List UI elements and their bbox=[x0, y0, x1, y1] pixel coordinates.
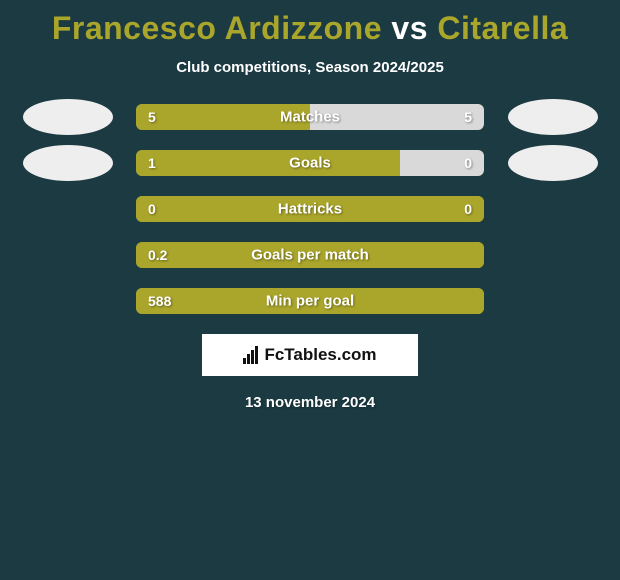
stat-row: 588 Min per goal bbox=[0, 288, 620, 314]
stat-value-left: 1 bbox=[148, 155, 156, 171]
avatar-slot-right bbox=[500, 99, 620, 135]
stat-bar: 588 Min per goal bbox=[136, 288, 484, 314]
stat-bar-left-fill bbox=[136, 150, 400, 176]
stat-bar: 5 5 Matches bbox=[136, 104, 484, 130]
stats-chart: 5 5 Matches 1 0 Goals 0 0 Hattricks 0.2 Goals per … bbox=[0, 104, 620, 314]
branding-text: FcTables.com bbox=[264, 345, 376, 365]
stat-value-left: 0 bbox=[148, 201, 156, 217]
stat-label: Hattricks bbox=[278, 201, 342, 218]
player-avatar-left bbox=[23, 145, 113, 181]
title-player2: Citarella bbox=[437, 10, 568, 46]
stat-row: 1 0 Goals bbox=[0, 150, 620, 176]
bar-chart-icon bbox=[243, 346, 258, 364]
stat-value-left: 5 bbox=[148, 109, 156, 125]
stat-value-right: 5 bbox=[464, 109, 472, 125]
stat-label: Matches bbox=[280, 109, 340, 126]
stat-value-right: 0 bbox=[464, 201, 472, 217]
stat-value-right: 0 bbox=[464, 155, 472, 171]
avatar-slot-left bbox=[0, 99, 120, 135]
subtitle: Club competitions, Season 2024/2025 bbox=[0, 59, 620, 76]
title-vs: vs bbox=[391, 10, 428, 46]
title-player1: Francesco Ardizzone bbox=[52, 10, 382, 46]
date-label: 13 november 2024 bbox=[0, 394, 620, 411]
player-avatar-right bbox=[508, 99, 598, 135]
player-avatar-left bbox=[23, 99, 113, 135]
avatar-slot-right bbox=[500, 145, 620, 181]
stat-label: Goals per match bbox=[251, 247, 369, 264]
branding-badge: FcTables.com bbox=[202, 334, 418, 376]
stat-value-left: 588 bbox=[148, 293, 171, 309]
stat-bar: 0.2 Goals per match bbox=[136, 242, 484, 268]
stat-value-left: 0.2 bbox=[148, 247, 167, 263]
avatar-slot-left bbox=[0, 145, 120, 181]
stat-bar: 1 0 Goals bbox=[136, 150, 484, 176]
stat-row: 5 5 Matches bbox=[0, 104, 620, 130]
player-avatar-right bbox=[508, 145, 598, 181]
stat-bar: 0 0 Hattricks bbox=[136, 196, 484, 222]
stat-label: Goals bbox=[289, 155, 331, 172]
comparison-infographic: Francesco Ardizzone vs Citarella Club co… bbox=[0, 0, 620, 580]
stat-row: 0 0 Hattricks bbox=[0, 196, 620, 222]
page-title: Francesco Ardizzone vs Citarella bbox=[0, 0, 620, 47]
stat-row: 0.2 Goals per match bbox=[0, 242, 620, 268]
stat-label: Min per goal bbox=[266, 293, 354, 310]
